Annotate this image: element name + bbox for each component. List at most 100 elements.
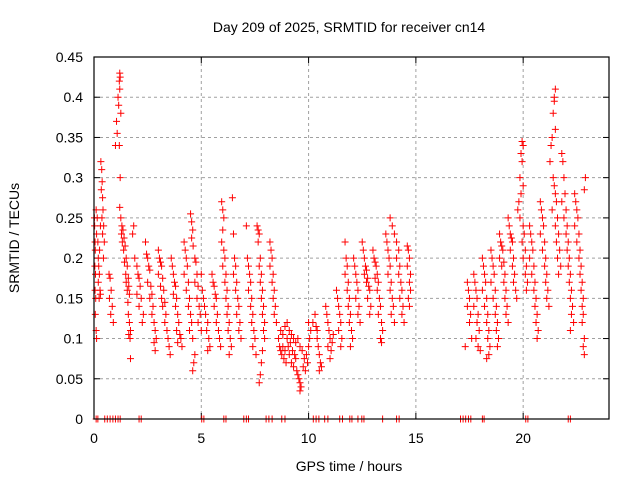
- data-point: [287, 359, 295, 367]
- data-point: [315, 367, 323, 375]
- data-point: [257, 359, 265, 367]
- data-point: [337, 318, 345, 326]
- data-point: [556, 246, 564, 254]
- data-point: [558, 198, 566, 206]
- data-point: [530, 286, 538, 294]
- data-point: [353, 278, 361, 286]
- data-point: [551, 222, 559, 230]
- data-point: [461, 343, 469, 351]
- data-point: [564, 262, 572, 270]
- data-point: [252, 351, 260, 359]
- data-point: [159, 274, 167, 282]
- data-point: [219, 206, 227, 214]
- data-point: [142, 238, 149, 246]
- data-point: [463, 278, 471, 286]
- y-tick-label: 0.45: [56, 49, 83, 65]
- data-point: [324, 343, 332, 351]
- data-point: [491, 310, 499, 318]
- data-point: [395, 246, 403, 254]
- x-tick-label: 5: [197, 430, 205, 446]
- data-point: [490, 270, 498, 278]
- data-point: [166, 351, 174, 359]
- data-point: [250, 327, 258, 335]
- data-point: [499, 246, 507, 254]
- data-point: [466, 294, 474, 302]
- data-point: [125, 290, 133, 298]
- data-point: [237, 335, 245, 343]
- data-point: [345, 294, 353, 302]
- data-point: [120, 258, 128, 266]
- data-point: [306, 335, 314, 343]
- data-point: [563, 246, 571, 254]
- data-point: [502, 286, 510, 294]
- data-point: [204, 347, 212, 355]
- y-tick-label: 0.4: [64, 89, 84, 105]
- data-point: [483, 355, 491, 363]
- data-point: [373, 270, 381, 278]
- data-point: [574, 214, 582, 222]
- data-point: [269, 294, 277, 302]
- data-point: [579, 310, 587, 318]
- data-point: [235, 302, 243, 310]
- data-point: [327, 347, 335, 355]
- data-point: [107, 286, 115, 294]
- data-point: [129, 230, 137, 238]
- data-point: [528, 270, 536, 278]
- data-point: [216, 335, 224, 343]
- data-point: [258, 286, 266, 294]
- data-point: [189, 367, 197, 375]
- data-point: [323, 310, 331, 318]
- data-point: [191, 351, 199, 359]
- data-point: [388, 222, 396, 230]
- data-point: [500, 258, 508, 266]
- data-point: [342, 254, 350, 262]
- data-point: [281, 347, 289, 355]
- data-point: [182, 286, 190, 294]
- data-point: [245, 286, 252, 294]
- data-point: [148, 290, 156, 298]
- data-point: [135, 274, 143, 282]
- data-point: [257, 270, 265, 278]
- data-point: [579, 294, 587, 302]
- data-point: [547, 141, 555, 149]
- data-point: [475, 327, 483, 335]
- data-point: [98, 166, 106, 174]
- data-point: [117, 109, 125, 117]
- data-point: [317, 363, 325, 371]
- data-point: [349, 335, 357, 343]
- data-point: [479, 262, 487, 270]
- data-point: [400, 318, 408, 326]
- data-point: [533, 335, 541, 343]
- data-point: [489, 262, 497, 270]
- data-point: [115, 141, 123, 149]
- data-point: [472, 286, 480, 294]
- data-point: [540, 222, 548, 230]
- data-point: [161, 298, 169, 306]
- data-point: [581, 174, 589, 182]
- data-point: [204, 318, 212, 326]
- data-point: [99, 206, 107, 214]
- data-point: [294, 371, 302, 379]
- data-point: [399, 302, 407, 310]
- data-point: [532, 294, 540, 302]
- data-point: [508, 262, 516, 270]
- data-point: [385, 254, 393, 262]
- data-point: [332, 286, 340, 294]
- data-point: [338, 335, 346, 343]
- data-point: [517, 150, 525, 158]
- data-point: [532, 318, 540, 326]
- data-point: [245, 262, 252, 270]
- data-point: [287, 331, 295, 339]
- data-point: [168, 262, 176, 270]
- data-point: [279, 331, 287, 339]
- data-point: [403, 242, 411, 250]
- data-point: [364, 294, 372, 302]
- data-point: [378, 339, 386, 347]
- data-point: [345, 318, 353, 326]
- data-point: [476, 347, 484, 355]
- data-point: [149, 302, 157, 310]
- axis-ticks: 0 0.05 0.1 0.15 0.2 0.25 0.3 0.35 0.4 0.45 0 5 10 15 2…: [56, 49, 609, 446]
- data-point: [551, 125, 559, 133]
- data-point: [232, 286, 240, 294]
- data-point: [570, 318, 578, 326]
